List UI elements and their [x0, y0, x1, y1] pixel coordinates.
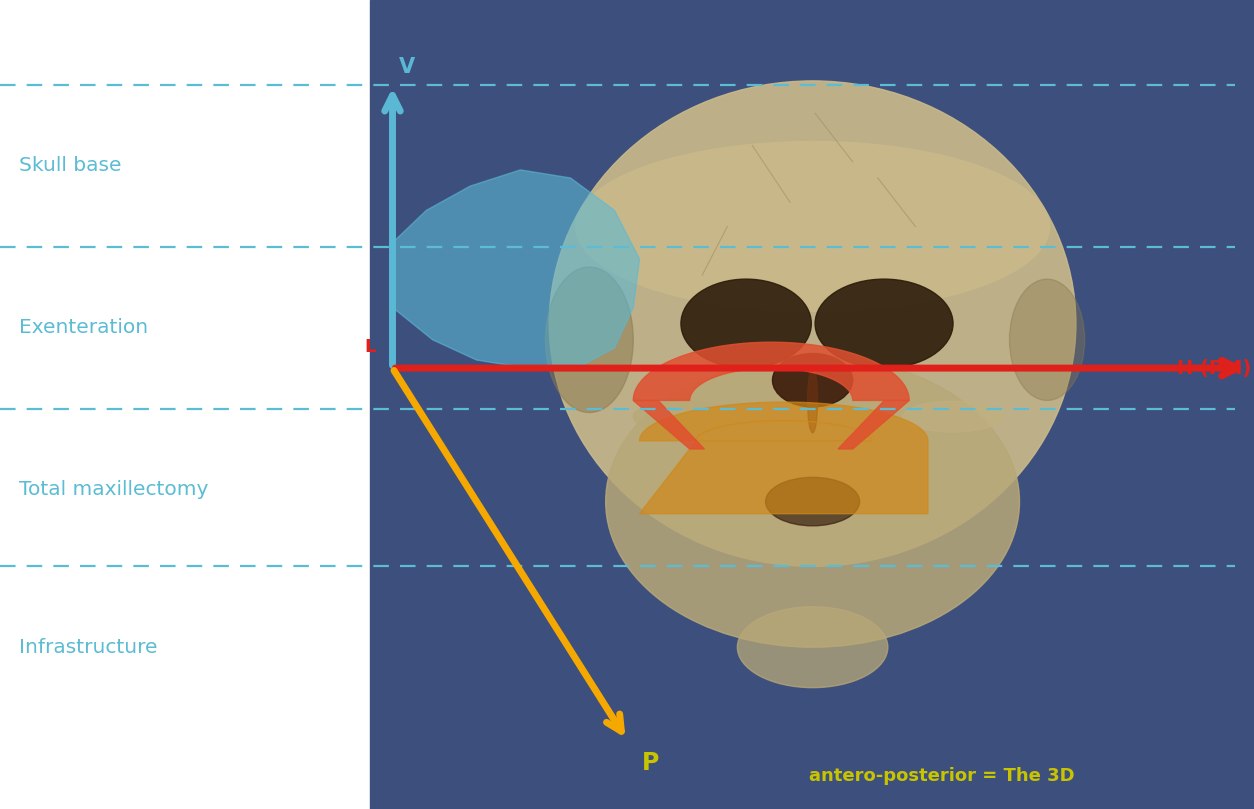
- Bar: [370, 0, 1254, 809]
- Ellipse shape: [576, 142, 1050, 311]
- Ellipse shape: [815, 279, 953, 368]
- Ellipse shape: [765, 477, 860, 526]
- Text: P: P: [642, 751, 660, 775]
- Ellipse shape: [808, 368, 818, 433]
- Ellipse shape: [633, 401, 734, 432]
- Ellipse shape: [737, 607, 888, 688]
- Text: Exenteration: Exenteration: [19, 318, 148, 337]
- Ellipse shape: [545, 267, 633, 413]
- Text: Total maxillectomy: Total maxillectomy: [19, 480, 208, 499]
- Polygon shape: [633, 342, 909, 400]
- Polygon shape: [838, 400, 909, 449]
- Text: H (PM): H (PM): [1178, 358, 1251, 378]
- Ellipse shape: [681, 279, 811, 368]
- Text: Infrastructure: Infrastructure: [19, 637, 157, 657]
- Ellipse shape: [1009, 279, 1085, 400]
- Text: L: L: [365, 338, 376, 356]
- Text: Skull base: Skull base: [19, 156, 122, 176]
- Ellipse shape: [549, 81, 1076, 566]
- Ellipse shape: [606, 356, 1020, 647]
- Text: V: V: [399, 57, 415, 77]
- Polygon shape: [633, 400, 705, 449]
- Text: antero-posterior = The 3D: antero-posterior = The 3D: [809, 767, 1075, 785]
- Polygon shape: [393, 170, 640, 368]
- Polygon shape: [640, 402, 928, 514]
- Ellipse shape: [772, 354, 853, 407]
- Ellipse shape: [903, 401, 1003, 432]
